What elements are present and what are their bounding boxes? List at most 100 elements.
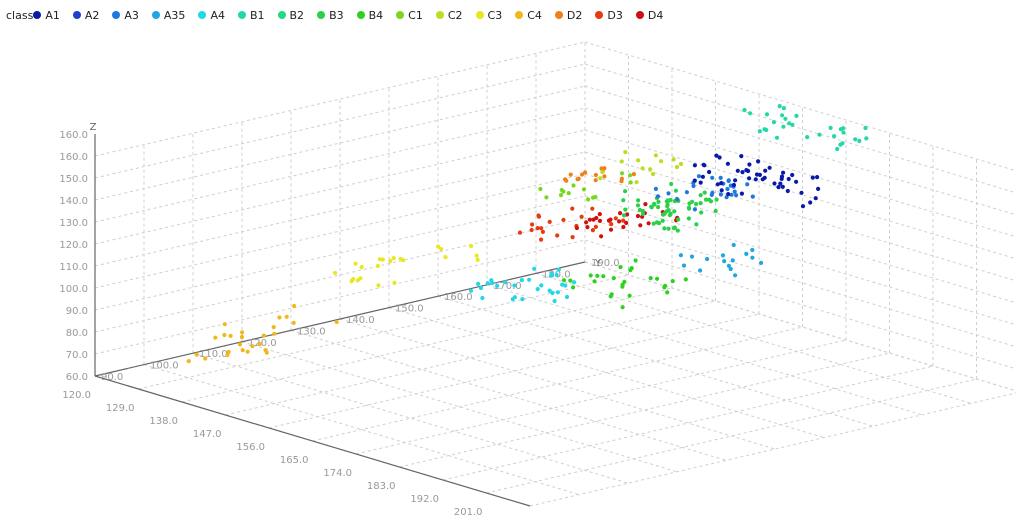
data-point-b3	[694, 201, 699, 207]
data-point-c3	[443, 255, 448, 260]
gridline-floor-x	[312, 326, 803, 442]
legend-marker	[317, 11, 326, 19]
data-point-c3	[392, 280, 397, 285]
gridline-floor-x	[399, 352, 890, 468]
data-point-b4	[620, 282, 625, 287]
data-point-b3	[652, 201, 657, 206]
data-point-d4	[597, 218, 603, 223]
data-point-b4	[648, 276, 653, 281]
data-point-a35	[759, 260, 764, 265]
data-point-c4	[291, 320, 296, 325]
legend-item-c2: C2	[435, 9, 463, 22]
data-point-d2	[631, 172, 637, 177]
data-point-b3	[654, 220, 660, 225]
data-point-b3	[664, 199, 669, 204]
data-point-a1	[779, 176, 784, 181]
data-point-b1	[783, 116, 788, 121]
data-point-d4	[646, 221, 651, 226]
gridline-floor-y	[486, 284, 923, 416]
legend-marker	[595, 11, 604, 19]
data-point-c4	[245, 349, 250, 354]
data-point-b3	[694, 222, 699, 227]
legend-marker	[396, 11, 405, 19]
legend-marker	[237, 11, 246, 19]
data-point-a3	[666, 191, 671, 196]
gridline-floor-x	[138, 274, 629, 390]
gridline-floor-y	[535, 272, 972, 404]
legend-label: D3	[607, 8, 623, 22]
y-tick-label: 100.0	[150, 361, 179, 372]
data-point-c4	[334, 319, 339, 325]
data-point-b3	[669, 181, 674, 187]
data-point-a1	[756, 159, 761, 164]
gridline-back-horizontal	[584, 239, 1016, 370]
data-point-b3	[675, 228, 680, 233]
data-point-c4	[228, 333, 233, 338]
data-point-d3	[593, 224, 599, 229]
data-point-a4	[519, 278, 525, 283]
data-point-d3	[530, 222, 535, 227]
data-point-b4	[571, 285, 576, 290]
gridline-floor-y	[388, 307, 825, 439]
legend-label: B2	[289, 8, 305, 22]
gridline-floor-x	[529, 392, 1016, 507]
data-point-b3	[698, 201, 703, 206]
data-point-a1	[781, 170, 786, 175]
data-point-d4	[617, 219, 622, 224]
data-point-a1	[810, 175, 815, 180]
data-point-d3	[621, 218, 626, 223]
data-point-c4	[271, 325, 276, 330]
data-point-b3	[672, 209, 677, 214]
gridline-floor-y	[143, 364, 580, 496]
z-tick-label: 130.0	[59, 218, 88, 229]
data-point-c4	[257, 342, 262, 347]
data-point-d4	[621, 224, 626, 230]
data-point-b1	[790, 122, 795, 127]
data-point-d3	[540, 229, 546, 234]
data-point-a4	[489, 278, 494, 283]
z-tick-label: 90.0	[66, 306, 88, 317]
data-point-a4	[550, 290, 555, 296]
data-point-d3	[536, 213, 541, 218]
data-point-a1	[731, 182, 737, 188]
data-point-a1	[786, 176, 791, 182]
legend-item-d4: D4	[635, 9, 663, 22]
data-point-a1	[719, 188, 724, 193]
data-point-c2	[678, 161, 684, 167]
data-point-a3	[655, 194, 661, 199]
data-point-b4	[683, 277, 688, 282]
data-point-d3	[547, 219, 552, 224]
data-point-c3	[436, 244, 441, 249]
data-point-b3	[640, 211, 646, 216]
data-point-d4	[624, 220, 629, 225]
legend-label: B3	[329, 8, 344, 22]
data-point-c3	[353, 261, 358, 266]
data-point-a1	[776, 185, 781, 190]
data-point-d3	[517, 230, 523, 235]
data-point-b1	[832, 134, 837, 139]
data-point-a35	[720, 253, 726, 258]
data-point-a3	[724, 195, 729, 200]
data-point-c4	[250, 344, 255, 349]
gridline-back-horizontal	[584, 85, 1016, 216]
data-point-a4	[572, 280, 577, 285]
data-point-b3	[714, 197, 719, 202]
data-point-a35	[726, 263, 732, 268]
data-point-b1	[762, 127, 767, 132]
x-tick-label: 183.0	[367, 481, 396, 492]
x-tick-label: 174.0	[323, 468, 352, 479]
data-point-a1	[726, 192, 731, 197]
legend-item-c4: C4	[515, 9, 542, 22]
data-point-c2	[653, 153, 659, 158]
data-point-b4	[627, 293, 632, 298]
legend-item-a3: A3	[112, 9, 139, 22]
data-point-d2	[575, 177, 580, 182]
data-point-a4	[478, 285, 484, 291]
data-point-b1	[805, 135, 810, 140]
gridline-back-horizontal	[584, 129, 1016, 260]
data-point-b4	[561, 278, 567, 283]
legend-marker	[72, 11, 81, 19]
legend-title: class	[6, 8, 34, 22]
data-point-d3	[539, 226, 544, 231]
y-axis-line	[94, 261, 586, 377]
